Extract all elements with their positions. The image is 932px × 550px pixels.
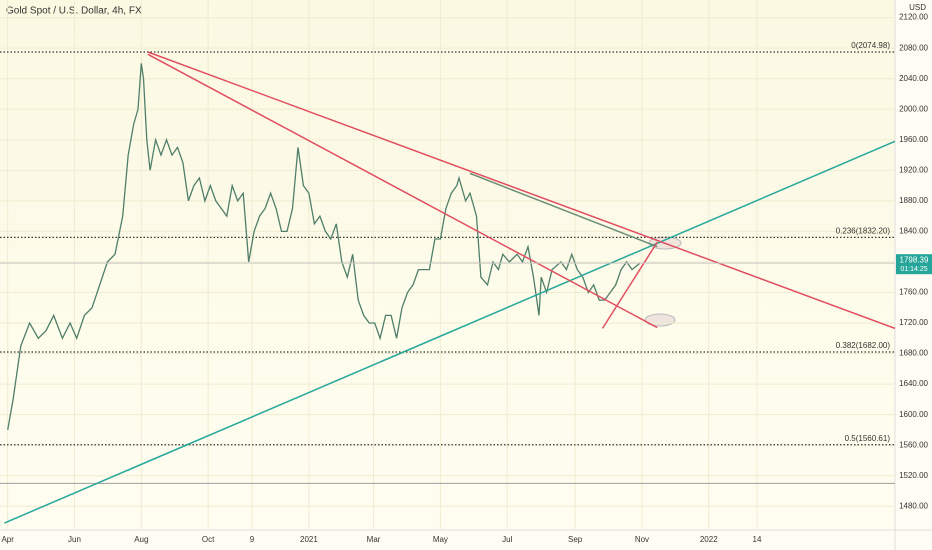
- x-tick-label: Mar: [367, 535, 381, 544]
- last-price-label: 1798.39: [900, 255, 929, 264]
- y-tick-label: 1960.00: [899, 135, 928, 144]
- trend-line: [147, 53, 658, 329]
- x-tick-label: Jun: [68, 535, 81, 544]
- y-tick-label: 1760.00: [899, 288, 928, 297]
- x-tick-label: Apr: [1, 535, 14, 544]
- x-tick-label: May: [433, 535, 448, 544]
- price-line: [7, 63, 641, 431]
- fib-label: 0(2074.98): [851, 41, 890, 50]
- y-tick-label: 1600.00: [899, 410, 928, 419]
- x-tick-label: 9: [250, 535, 255, 544]
- y-tick-label: 2000.00: [899, 104, 928, 113]
- price-badge: [896, 254, 932, 275]
- y-tick-label: 1720.00: [899, 318, 928, 327]
- x-tick-label: Aug: [134, 535, 148, 544]
- chart-title: Gold Spot / U.S. Dollar, 4h, FX: [6, 6, 142, 17]
- y-tick-label: 2120.00: [899, 13, 928, 22]
- trend-line: [147, 51, 896, 330]
- y-tick-label: 1560.00: [899, 440, 928, 449]
- x-tick-label: Nov: [635, 535, 649, 544]
- fib-label: 0.382(1682.00): [836, 341, 891, 350]
- countdown-label: 01:14:25: [900, 266, 927, 273]
- trend-line: [601, 241, 658, 329]
- y-tick-label: 2040.00: [899, 74, 928, 83]
- y-tick-label: 1920.00: [899, 165, 928, 174]
- y-tick-label: 2080.00: [899, 43, 928, 52]
- x-tick-label: Oct: [202, 535, 215, 544]
- y-tick-label: 1480.00: [899, 501, 928, 510]
- trend-line: [469, 172, 658, 248]
- x-tick-label: 2021: [300, 535, 318, 544]
- plot-background: [0, 0, 895, 530]
- price-axis-background: [895, 0, 932, 550]
- y-tick-label: 1640.00: [899, 379, 928, 388]
- x-tick-label: Sep: [568, 535, 583, 544]
- currency-label: USD: [909, 3, 926, 12]
- fib-label: 0.236(1832.20): [836, 226, 891, 235]
- x-tick-label: 2022: [700, 535, 718, 544]
- x-tick-label: Jul: [502, 535, 512, 544]
- y-tick-label: 1520.00: [899, 471, 928, 480]
- y-tick-label: 1880.00: [899, 196, 928, 205]
- x-tick-label: 14: [753, 535, 762, 544]
- fib-label: 0.5(1560.61): [845, 434, 891, 443]
- trend-line: [4, 140, 896, 524]
- time-axis-background: [0, 530, 895, 550]
- y-tick-label: 1680.00: [899, 349, 928, 358]
- y-tick-label: 1840.00: [899, 227, 928, 236]
